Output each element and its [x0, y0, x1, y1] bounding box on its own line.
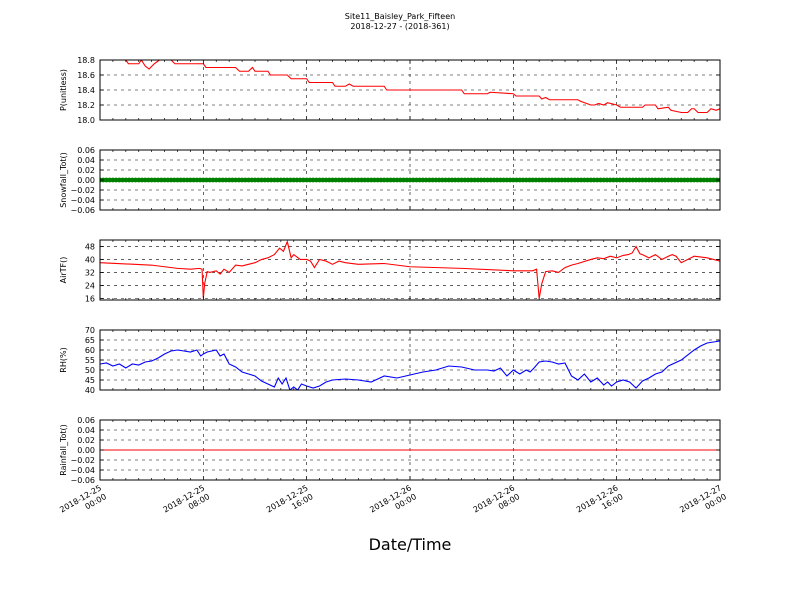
- y-tick-label: 18.8: [77, 56, 95, 65]
- y-tick-label: 0.02: [77, 166, 95, 175]
- y-axis-label: AirTF(): [59, 257, 68, 284]
- y-tick-label: 0.00: [77, 176, 95, 185]
- y-tick-label: 70: [85, 326, 95, 335]
- chart-title: Site11_Baisley_Park_Fifteen: [345, 12, 455, 21]
- y-axis-label: P(unitless): [59, 69, 68, 111]
- y-tick-label: 40: [85, 386, 95, 395]
- y-tick-label: 18.0: [77, 116, 95, 125]
- y-tick-label: 40: [85, 255, 95, 264]
- y-tick-label: 60: [85, 346, 95, 355]
- y-tick-label: 50: [85, 366, 95, 375]
- y-tick-label: 16: [85, 294, 95, 303]
- y-tick-label: −0.04: [70, 196, 95, 205]
- y-tick-label: −0.06: [70, 476, 95, 485]
- y-tick-label: 0.06: [77, 416, 95, 425]
- y-tick-label: 18.4: [77, 86, 95, 95]
- chart-subtitle: 2018-12-27 - (2018-361): [350, 22, 449, 31]
- y-tick-label: 18.6: [77, 71, 95, 80]
- series-group: [100, 240, 720, 299]
- y-tick-label: 18.2: [77, 101, 95, 110]
- y-tick-label: 24: [85, 281, 95, 290]
- subplot-3: 16 24 32 40 48 AirTF(): [59, 239, 721, 303]
- y-tick-label: −0.06: [70, 206, 95, 215]
- subplot-2: −0.06−0.04−0.020.000.020.040.06 Snowfall_…: [59, 146, 721, 215]
- y-tick-label: 0.06: [77, 146, 95, 155]
- y-tick-label: 0.04: [77, 156, 95, 165]
- y-axis-label: Snowfall_Tot(): [59, 152, 68, 208]
- x-axis-label: Date/Time: [369, 535, 452, 554]
- y-tick-label: 48: [85, 242, 95, 251]
- subplot-5: −0.06−0.04−0.020.000.020.040.06 Rainfall_…: [59, 416, 721, 485]
- series-group: [100, 177, 720, 183]
- series-line: [100, 340, 720, 390]
- y-tick-label: 32: [85, 268, 95, 277]
- series-line: [125, 60, 720, 114]
- y-tick-label: −0.02: [70, 186, 95, 195]
- series-line: [100, 240, 720, 299]
- y-tick-label: 65: [85, 336, 95, 345]
- y-tick-label: 0.00: [77, 446, 95, 455]
- y-tick-label: 0.04: [77, 426, 95, 435]
- y-axis-label: RH(%): [59, 347, 68, 372]
- subplot-stack: 18.018.218.418.618.8P(unitless)−0.06−0.0…: [59, 56, 721, 485]
- y-axis-label: Rainfall_Tot(): [59, 424, 68, 476]
- y-tick-label: −0.04: [70, 466, 95, 475]
- subplot-1: 18.0 18.2 18.4 18.6 18.8 P(unitless): [59, 56, 721, 125]
- series-group: [100, 340, 720, 390]
- y-tick-label: −0.02: [70, 456, 95, 465]
- y-tick-label: 45: [85, 376, 95, 385]
- y-tick-label: 0.02: [77, 436, 95, 445]
- y-tick-label: 55: [85, 356, 95, 365]
- series-group: [125, 60, 720, 114]
